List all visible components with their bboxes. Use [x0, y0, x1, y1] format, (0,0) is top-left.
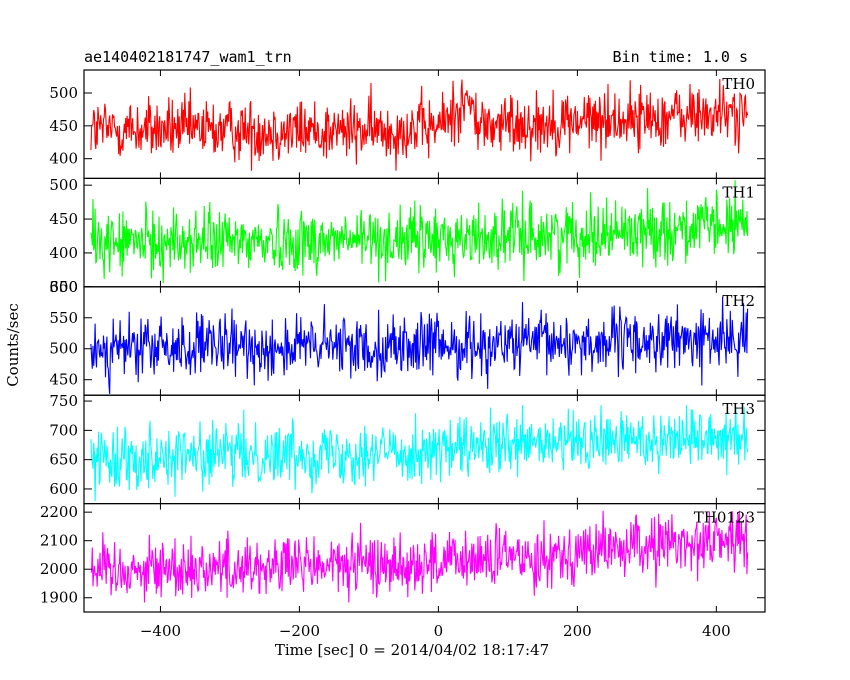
- x-tick-label: 200: [563, 622, 592, 640]
- y-tick-label: 700: [49, 421, 78, 439]
- y-tick-label: 500: [49, 176, 78, 194]
- x-axis: −400 −200 0 200 400: [140, 622, 731, 640]
- series-th0: [90, 78, 749, 171]
- series-th0123: [90, 510, 749, 603]
- series-th3: [90, 404, 749, 502]
- y-tick-label: 2100: [40, 532, 78, 550]
- x-tick-label: −200: [279, 622, 320, 640]
- y-tick-label: 1900: [40, 589, 78, 607]
- y-tick-label: 400: [49, 244, 78, 262]
- y-tick-label: 600: [49, 278, 78, 296]
- x-tick-label: −400: [140, 622, 181, 640]
- y-tick-label: 750: [49, 392, 78, 410]
- y-axis-label: Counts/sec: [4, 303, 22, 387]
- series-th1: [90, 180, 749, 284]
- panel-label-th2: TH2: [722, 292, 755, 310]
- chart-title: ae140402181747_wam1_trn: [84, 48, 292, 66]
- y-tick-label: 600: [49, 480, 78, 498]
- panel-label-th0: TH0: [722, 75, 755, 93]
- y-tick-label: 550: [49, 309, 78, 327]
- bin-time-label: Bin time: 1.0 s: [613, 48, 748, 66]
- y-tick-label: 500: [49, 84, 78, 102]
- y-tick-label: 450: [49, 210, 78, 228]
- panel-label-th1: TH1: [722, 183, 755, 201]
- series-th2: [90, 296, 749, 394]
- panels-group: 400 450 500 TH0 350 400 450 500 TH1 450 500 550 600 T…: [40, 69, 766, 613]
- y-tick-label: 350: [49, 278, 78, 296]
- x-axis-label: Time [sec] 0 = 2014/04/02 18:17:47: [275, 641, 549, 659]
- panel-frame-th0123: [83, 503, 766, 613]
- y-tick-label: 650: [49, 451, 78, 469]
- panel-label-th0123: TH0123: [694, 509, 755, 527]
- panel-label-th3: TH3: [722, 400, 755, 418]
- y-tick-label: 500: [49, 340, 78, 358]
- y-tick-label: 450: [49, 117, 78, 135]
- x-tick-label: 400: [702, 622, 731, 640]
- y-tick-label: 2200: [40, 503, 78, 521]
- y-tick-label: 400: [49, 150, 78, 168]
- panel-frame-th1: [83, 177, 766, 288]
- y-tick-label: 2000: [40, 560, 78, 578]
- y-tick-label: 450: [49, 371, 78, 389]
- x-tick-label: 0: [434, 622, 444, 640]
